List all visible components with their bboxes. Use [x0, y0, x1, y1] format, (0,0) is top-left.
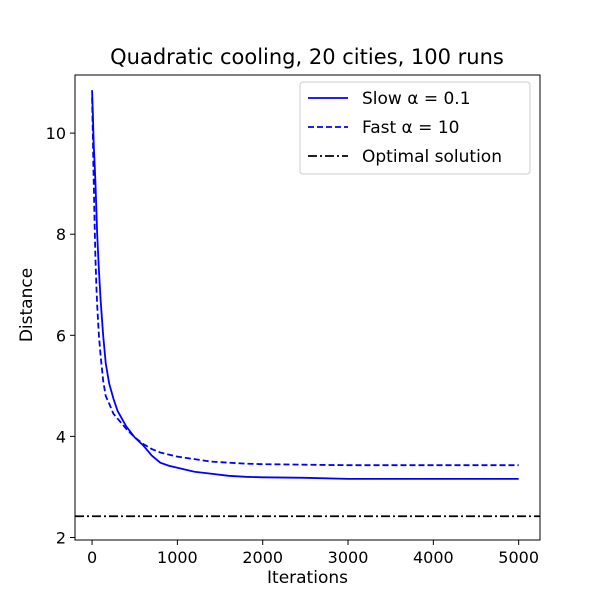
chart-title: Quadratic cooling, 20 cities, 100 runs [110, 45, 504, 69]
x-tick-label: 2000 [242, 548, 283, 567]
legend-label: Optimal solution [362, 147, 502, 167]
y-tick-label: 4 [56, 427, 66, 446]
x-tick-label: 4000 [413, 548, 454, 567]
legend-item-fast: Fast α = 10 [308, 118, 459, 138]
x-axis-label: Iterations [267, 568, 348, 588]
axes-frame [74, 74, 541, 541]
y-tick-label: 8 [56, 225, 66, 244]
y-tick-label: 2 [56, 528, 66, 547]
x-tick-label: 1000 [157, 548, 198, 567]
plot-area [75, 90, 540, 518]
legend-item-slow: Slow α = 0.1 [308, 89, 471, 109]
x-axis: 0 1000 2000 3000 4000 5000 [87, 540, 539, 567]
legend: Slow α = 0.1 Fast α = 10 Optimal solution [299, 81, 531, 175]
y-tick-label: 6 [56, 326, 66, 345]
x-tick-label: 3000 [328, 548, 369, 567]
legend-box [299, 81, 531, 175]
legend-item-optimal: Optimal solution [308, 147, 502, 167]
legend-label: Fast α = 10 [362, 118, 459, 138]
x-tick-label: 0 [87, 548, 97, 567]
x-tick-label: 5000 [498, 548, 539, 567]
y-tick-label: 10 [46, 124, 66, 143]
fast-series-line [91, 97, 519, 467]
y-axis: 2 4 6 8 10 [46, 124, 75, 547]
legend-label: Slow α = 0.1 [362, 89, 471, 109]
y-axis-label: Distance [17, 268, 37, 342]
